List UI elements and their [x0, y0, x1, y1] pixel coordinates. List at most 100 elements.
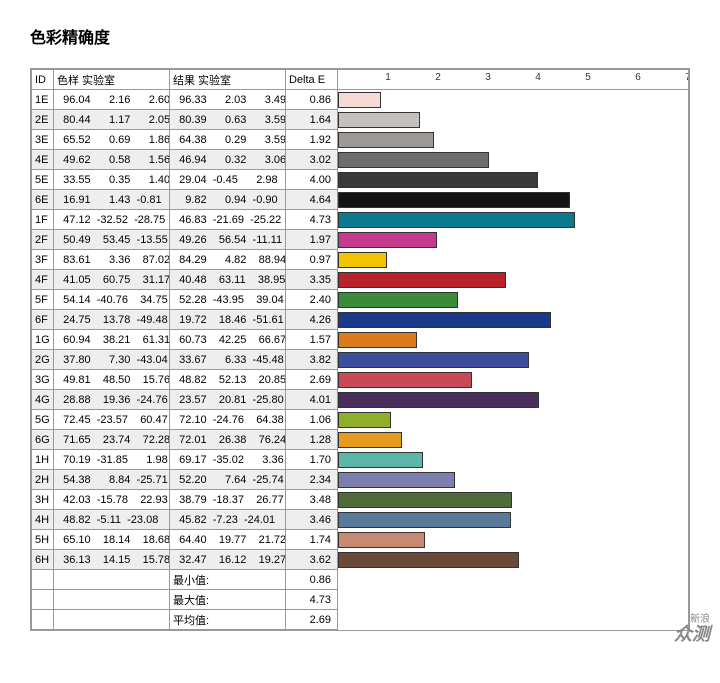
row-id: 2E — [32, 110, 54, 130]
row-delta: 3.02 — [286, 150, 338, 170]
delta-bar — [338, 452, 423, 468]
row-delta: 3.35 — [286, 270, 338, 290]
row-result: 84.29 4.82 88.94 — [170, 250, 286, 270]
row-result: 46.94 0.32 3.06 — [170, 150, 286, 170]
row-delta: 4.73 — [286, 210, 338, 230]
row-delta: 1.92 — [286, 130, 338, 150]
watermark-line2: 众测 — [674, 625, 710, 645]
row-sample: 60.94 38.21 61.31 — [54, 330, 170, 350]
row-bar-cell — [338, 290, 689, 310]
row-sample: 83.61 3.36 87.02 — [54, 250, 170, 270]
empty-cell — [32, 610, 54, 630]
data-row: 5H 65.10 18.14 18.68 64.40 19.77 21.721.… — [32, 530, 689, 550]
row-result: 64.38 0.29 3.59 — [170, 130, 286, 150]
row-bar-cell — [338, 370, 689, 390]
delta-bar — [338, 532, 425, 548]
data-row: 5E 33.55 0.35 1.40 29.04 -0.45 2.984.00 — [32, 170, 689, 190]
header-sample: 色样 实验室 — [54, 70, 170, 90]
row-bar-cell — [338, 130, 689, 150]
data-row: 6F 24.75 13.78 -49.48 19.72 18.46 -51.61… — [32, 310, 689, 330]
row-id: 5H — [32, 530, 54, 550]
empty-chart-cell — [338, 570, 689, 590]
data-row: 4G 28.88 19.36 -24.76 23.57 20.81 -25.80… — [32, 390, 689, 410]
row-delta: 4.26 — [286, 310, 338, 330]
data-row: 2E 80.44 1.17 2.05 80.39 0.63 3.591.64 — [32, 110, 689, 130]
row-result: 40.48 63.11 38.95 — [170, 270, 286, 290]
row-delta: 3.82 — [286, 350, 338, 370]
row-bar-cell — [338, 190, 689, 210]
row-id: 1H — [32, 450, 54, 470]
row-result: 45.82 -7.23 -24.01 — [170, 510, 286, 530]
row-result: 49.26 56.54 -11.11 — [170, 230, 286, 250]
summary-label: 平均值: — [170, 610, 286, 630]
row-id: 1F — [32, 210, 54, 230]
delta-bar — [338, 192, 570, 208]
data-row: 4H 48.82 -5.11 -23.08 45.82 -7.23 -24.01… — [32, 510, 689, 530]
row-id: 2H — [32, 470, 54, 490]
axis-tick: 6 — [635, 72, 641, 83]
delta-bar — [338, 512, 511, 528]
row-delta: 4.64 — [286, 190, 338, 210]
row-id: 2G — [32, 350, 54, 370]
row-sample: 33.55 0.35 1.40 — [54, 170, 170, 190]
row-id: 3E — [32, 130, 54, 150]
header-delta: Delta E — [286, 70, 338, 90]
row-bar-cell — [338, 90, 689, 110]
delta-bar — [338, 492, 512, 508]
row-sample: 24.75 13.78 -49.48 — [54, 310, 170, 330]
row-result: 48.82 52.13 20.85 — [170, 370, 286, 390]
row-result: 23.57 20.81 -25.80 — [170, 390, 286, 410]
row-delta: 2.40 — [286, 290, 338, 310]
delta-bar — [338, 92, 381, 108]
data-row: 2H 54.38 8.84 -25.71 52.20 7.64 -25.742.… — [32, 470, 689, 490]
delta-bar — [338, 352, 529, 368]
axis-tick: 7 — [685, 72, 688, 83]
row-delta: 1.06 — [286, 410, 338, 430]
row-result: 46.83 -21.69 -25.22 — [170, 210, 286, 230]
data-row: 1H 70.19 -31.85 1.98 69.17 -35.02 3.361.… — [32, 450, 689, 470]
row-delta: 3.62 — [286, 550, 338, 570]
row-result: 52.28 -43.95 39.04 — [170, 290, 286, 310]
axis-tick: 5 — [585, 72, 591, 83]
row-result: 69.17 -35.02 3.36 — [170, 450, 286, 470]
delta-bar — [338, 392, 539, 408]
row-bar-cell — [338, 550, 689, 570]
summary-row: 平均值:2.69 — [32, 610, 689, 630]
row-bar-cell — [338, 430, 689, 450]
empty-cell — [54, 590, 170, 610]
delta-bar — [338, 172, 538, 188]
data-row: 6E 16.91 1.43 -0.81 9.82 0.94 -0.904.64 — [32, 190, 689, 210]
delta-bar — [338, 412, 391, 428]
row-delta: 4.01 — [286, 390, 338, 410]
row-id: 3H — [32, 490, 54, 510]
row-sample: 54.14 -40.76 34.75 — [54, 290, 170, 310]
row-id: 5E — [32, 170, 54, 190]
row-sample: 80.44 1.17 2.05 — [54, 110, 170, 130]
axis-tick: 1 — [385, 72, 391, 83]
row-bar-cell — [338, 250, 689, 270]
row-result: 32.47 16.12 19.27 — [170, 550, 286, 570]
row-bar-cell — [338, 470, 689, 490]
delta-bar — [338, 472, 455, 488]
header-result: 结果 实验室 — [170, 70, 286, 90]
row-sample: 48.82 -5.11 -23.08 — [54, 510, 170, 530]
row-bar-cell — [338, 350, 689, 370]
row-delta: 1.64 — [286, 110, 338, 130]
row-delta: 3.48 — [286, 490, 338, 510]
data-row: 3H 42.03 -15.78 22.93 38.79 -18.37 26.77… — [32, 490, 689, 510]
delta-bar — [338, 112, 420, 128]
row-id: 6G — [32, 430, 54, 450]
data-row: 3E 65.52 0.69 1.86 64.38 0.29 3.591.92 — [32, 130, 689, 150]
row-sample: 96.04 2.16 2.60 — [54, 90, 170, 110]
data-row: 3F 83.61 3.36 87.02 84.29 4.82 88.940.97 — [32, 250, 689, 270]
row-result: 29.04 -0.45 2.98 — [170, 170, 286, 190]
chart-axis: 1234567 — [338, 70, 689, 90]
row-bar-cell — [338, 330, 689, 350]
row-sample: 37.80 7.30 -43.04 — [54, 350, 170, 370]
row-result: 33.67 6.33 -45.48 — [170, 350, 286, 370]
row-sample: 70.19 -31.85 1.98 — [54, 450, 170, 470]
row-sample: 41.05 60.75 31.17 — [54, 270, 170, 290]
header-id: ID — [32, 70, 54, 90]
data-row: 1E 96.04 2.16 2.60 96.33 2.03 3.490.86 — [32, 90, 689, 110]
row-delta: 0.86 — [286, 90, 338, 110]
